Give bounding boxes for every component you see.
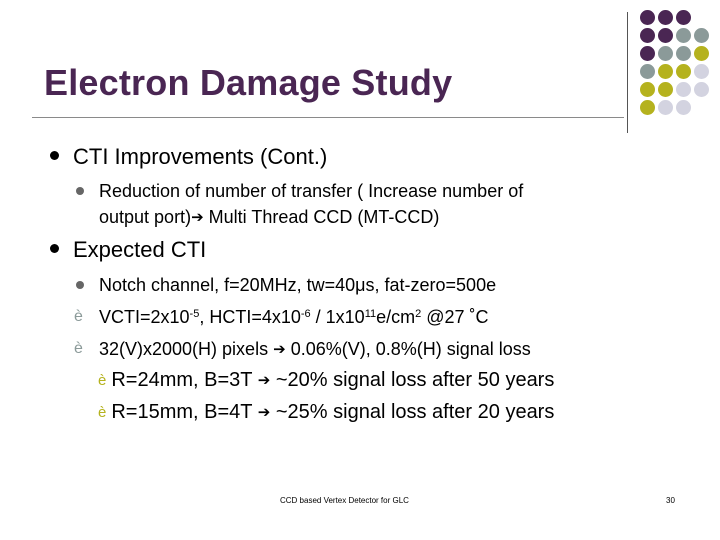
decor-dot xyxy=(658,46,673,61)
decor-dot xyxy=(640,10,655,25)
right-arrow-icon: ➔ xyxy=(191,209,204,226)
sub-bullet-text: Notch channel, f=20MHz, tw=40μs, fat-zer… xyxy=(99,275,497,295)
vertical-divider xyxy=(627,12,628,133)
decor-dot xyxy=(640,46,655,61)
sub-bullet-text: ~20% signal loss after 50 years xyxy=(275,369,555,391)
sub-bullet-text: output port) xyxy=(99,207,192,227)
small-arrow-icon: è xyxy=(98,372,107,389)
decor-dot xyxy=(676,28,691,43)
bullet-dot-icon xyxy=(50,244,59,253)
decor-dot xyxy=(658,100,673,115)
small-arrow-icon: è xyxy=(74,340,83,357)
title-underline xyxy=(32,117,624,118)
decor-dot xyxy=(676,64,691,79)
sub-bullet-text: Multi Thread CCD (MT-CCD) xyxy=(208,207,440,227)
sub-sub-bullet-r24: è R=24mm, B=3T ➔ ~20% signal loss after 5… xyxy=(98,369,554,392)
decor-dot xyxy=(694,64,709,79)
sub-bullet-text: VCTI=2x10-5, HCTI=4x10-6 / 1x1011e/cm2 @… xyxy=(99,307,489,327)
bullet-text: Expected CTI xyxy=(73,237,207,262)
sub-bullet-text: 32(V)x2000(H) pixels xyxy=(99,339,269,359)
decor-dot xyxy=(640,64,655,79)
bullet-dot-icon xyxy=(50,151,59,160)
right-arrow-icon: ➔ xyxy=(257,372,271,389)
decor-dot xyxy=(658,82,673,97)
decor-dot xyxy=(694,28,709,43)
decor-dot xyxy=(676,82,691,97)
bullet-dot-icon xyxy=(76,281,84,289)
decor-dot xyxy=(694,46,709,61)
sub-sub-bullet-r15: è R=15mm, B=4T ➔ ~25% signal loss after 2… xyxy=(98,401,554,424)
footer-text: CCD based Vertex Detector for GLC xyxy=(280,496,409,505)
sub-bullet-text: ~25% signal loss after 20 years xyxy=(275,401,555,423)
decor-dot xyxy=(694,82,709,97)
decor-dot xyxy=(658,28,673,43)
right-arrow-icon: ➔ xyxy=(257,404,271,421)
decor-dot xyxy=(676,10,691,25)
decor-dot xyxy=(640,28,655,43)
page-number: 30 xyxy=(666,496,675,505)
decor-dot xyxy=(658,64,673,79)
sub-bullet-text: 0.06%(V), 0.8%(H) signal loss xyxy=(290,339,531,359)
sub-bullet-text: Reduction of number of transfer ( Increa… xyxy=(99,181,524,201)
small-arrow-icon: è xyxy=(74,308,83,325)
decor-dot xyxy=(676,46,691,61)
small-arrow-icon: è xyxy=(98,404,107,421)
sub-bullet-text: R=15mm, B=4T xyxy=(111,401,253,423)
right-arrow-icon: ➔ xyxy=(273,341,286,358)
decor-dot xyxy=(676,100,691,115)
bullet-text: CTI Improvements (Cont.) xyxy=(73,144,328,169)
decor-dot xyxy=(640,82,655,97)
sub-bullet-text: R=24mm, B=3T xyxy=(111,369,253,391)
bullet-dot-icon xyxy=(76,187,84,195)
decor-dot xyxy=(640,100,655,115)
slide-title: Electron Damage Study xyxy=(44,62,453,103)
decor-dot xyxy=(658,10,673,25)
